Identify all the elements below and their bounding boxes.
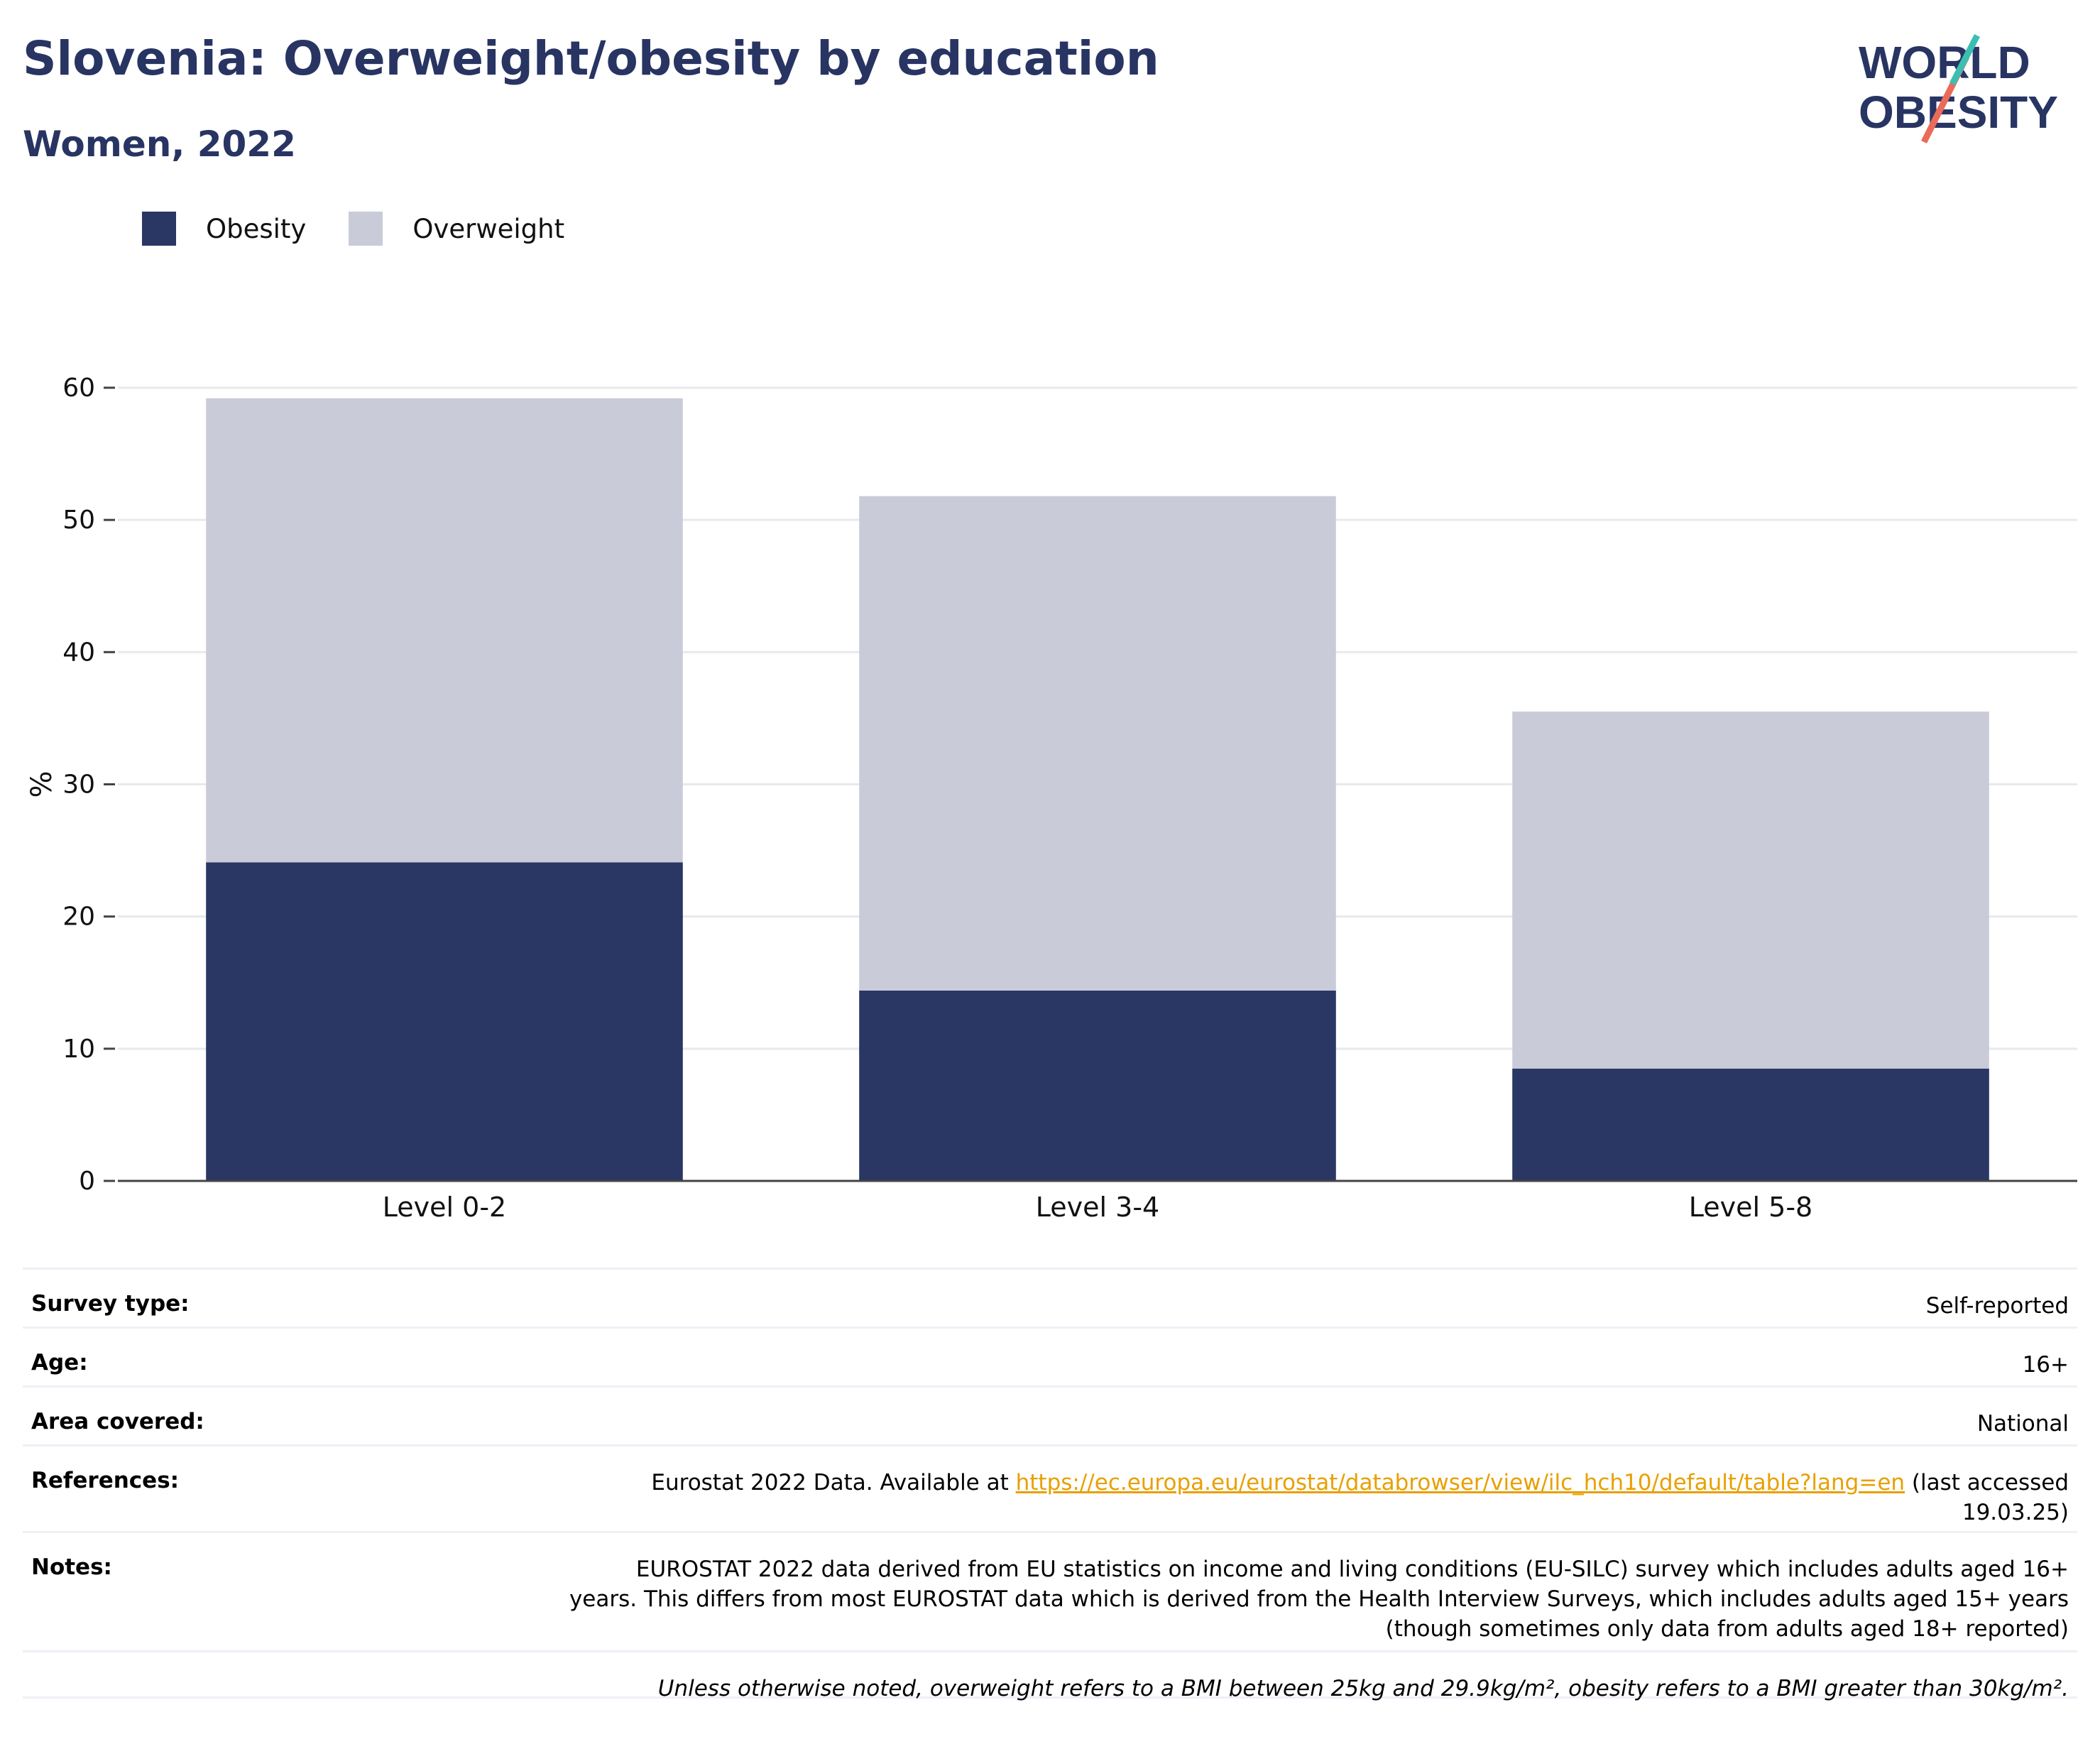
references-suffix-2: 19.03.25) [1962,1500,2069,1525]
y-tick-label-40: 40 [62,638,95,667]
survey-value: Self-reported [1925,1293,2069,1319]
notes-value: EUROSTAT 2022 data derived from EU stati… [569,1554,2069,1644]
bar-overweight-3 [1512,712,1989,1069]
x-tick-label-2: Level 3-4 [1036,1192,1159,1223]
age-value: 16+ [2022,1352,2069,1378]
metadata-table: Survey type: Self-reported Age: 16+ Area… [23,1268,2077,1701]
notes-line-3: (though sometimes only data from adults … [1385,1616,2069,1642]
references-prefix: Eurostat 2022 Data. Available at [651,1470,1009,1495]
chart-title: Slovenia: Overweight/obesity by educatio… [23,31,1159,86]
meta-row-references: References: Eurostat 2022 Data. Availabl… [23,1444,2077,1531]
definition-note: Unless otherwise noted, overweight refer… [657,1676,2069,1701]
logo-slash-teal [1949,33,1981,86]
notes-line-1: EUROSTAT 2022 data derived from EU stati… [635,1557,2069,1582]
notes-label: Notes: [31,1554,112,1580]
y-tick-label-60: 60 [62,374,95,403]
meta-row-notes: Notes: EUROSTAT 2022 data derived from E… [23,1531,2077,1650]
meta-row-survey: Survey type: Self-reported [23,1268,2077,1326]
chart-subtitle: Women, 2022 [23,124,296,165]
x-tick-label-3: Level 5-8 [1689,1192,1812,1223]
logo-line-2: OBESITY [1859,87,2058,138]
legend-label-overweight: Overweight [412,213,565,244]
bar-obesity-1 [206,862,683,1181]
y-axis-label: % [26,770,58,797]
legend-label-obesity: Obesity [206,213,307,244]
bar-overweight-1 [206,398,683,863]
legend-swatch-overweight [349,212,383,246]
bar-obesity-2 [859,990,1336,1181]
legend-swatch-obesity [142,212,176,246]
chart-legend: Obesity Overweight [142,212,607,246]
meta-row-definition: Unless otherwise noted, overweight refer… [23,1650,2077,1701]
x-tick-label-1: Level 0-2 [383,1192,506,1223]
references-link[interactable]: https://ec.europa.eu/eurostat/databrowse… [1015,1470,1905,1495]
bar-obesity-3 [1512,1068,1989,1181]
meta-row-area: Area covered: National [23,1385,2077,1444]
y-tick-label-10: 10 [62,1035,95,1064]
area-value: National [1976,1411,2069,1437]
references-label: References: [31,1468,180,1493]
y-tick-label-30: 30 [62,770,95,800]
bar-chart: 0 10 20 30 40 50 60% Level 0-2 Level 3-4 Level 5-… [26,374,2077,1223]
area-label: Area covered: [31,1409,204,1434]
legend-item-overweight[interactable]: Overweight [349,212,564,246]
age-label: Age: [31,1350,88,1375]
legend-item-obesity[interactable]: Obesity [142,212,306,246]
y-tick-label-0: 0 [79,1167,95,1196]
references-suffix-1: (last accessed [1911,1470,2069,1495]
logo-line-1: WORLD [1859,37,2030,88]
notes-line-2: years. This differs from most EUROSTAT d… [569,1586,2069,1612]
references-value: Eurostat 2022 Data. Available at https:/… [651,1468,2069,1527]
y-tick-label-20: 20 [62,903,95,932]
survey-label: Survey type: [31,1291,190,1317]
meta-row-age: Age: 16+ [23,1326,2077,1385]
world-obesity-logo: WORLD OBESITY [1859,33,2058,144]
bar-overweight-2 [859,496,1336,991]
y-tick-label-50: 50 [62,506,95,535]
